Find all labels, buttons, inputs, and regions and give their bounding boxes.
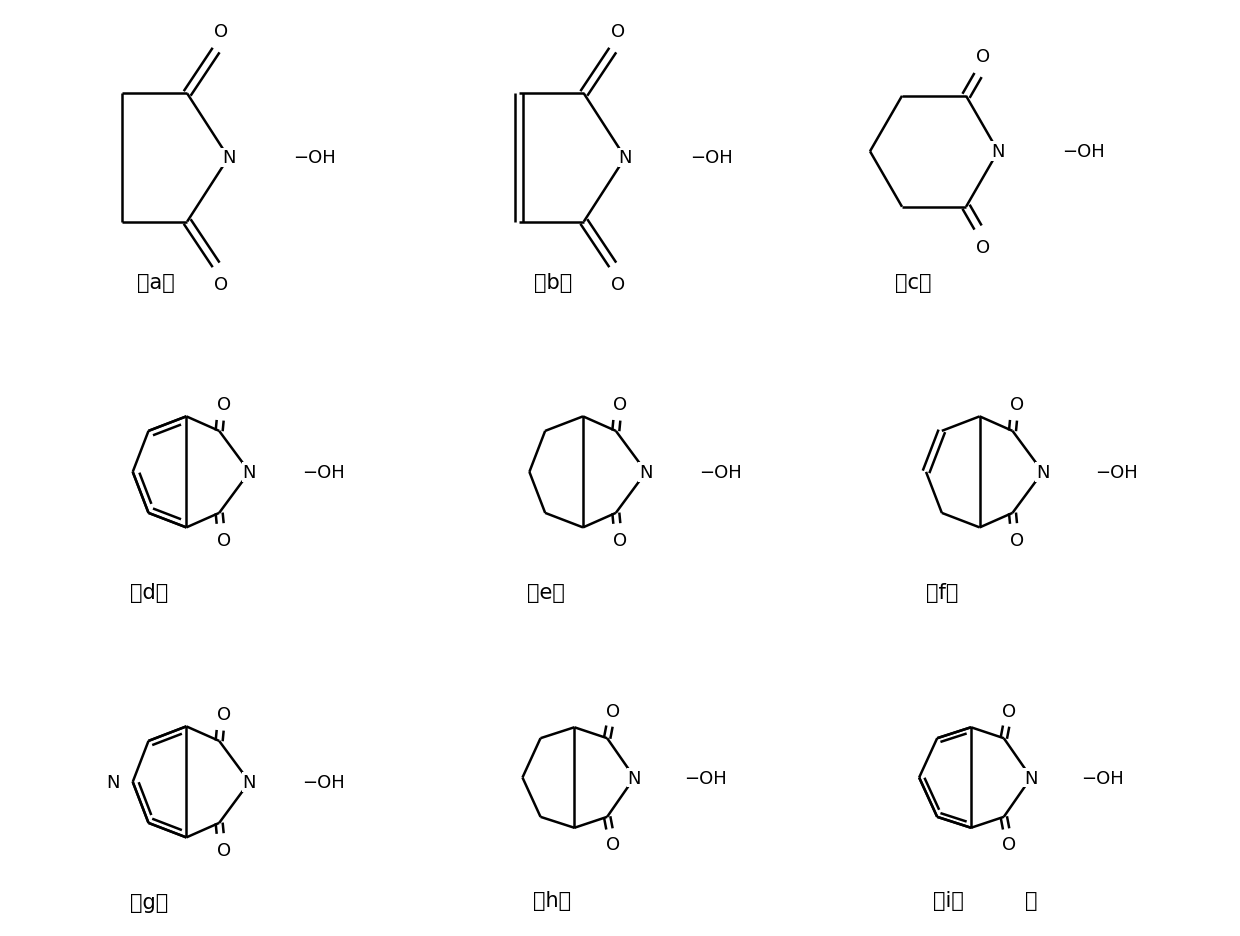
Text: −OH: −OH (294, 150, 336, 168)
Text: （b）: （b） (533, 272, 572, 292)
Text: （i）: （i） (932, 890, 963, 910)
Text: （d）: （d） (130, 582, 167, 602)
Text: N: N (243, 463, 257, 481)
Text: （c）: （c） (895, 272, 931, 292)
Text: O: O (605, 702, 620, 720)
Text: −OH: −OH (698, 463, 742, 481)
Text: O: O (611, 276, 625, 294)
Text: O: O (976, 239, 991, 256)
Text: O: O (1009, 396, 1024, 414)
Text: −OH: −OH (1095, 463, 1138, 481)
Text: N: N (222, 150, 236, 168)
Text: O: O (976, 48, 991, 66)
Text: O: O (614, 396, 627, 414)
Text: O: O (1002, 836, 1017, 854)
Text: （e）: （e） (527, 582, 564, 602)
Text: O: O (614, 531, 627, 548)
Text: O: O (605, 836, 620, 854)
Text: O: O (217, 396, 231, 414)
Text: N: N (107, 773, 119, 791)
Text: −OH: −OH (303, 463, 345, 481)
Text: O: O (611, 22, 625, 40)
Text: N: N (991, 143, 1004, 161)
Text: N: N (1024, 768, 1038, 786)
Text: O: O (215, 22, 228, 40)
Text: （a）: （a） (138, 272, 175, 292)
Text: −OH: −OH (1063, 143, 1105, 161)
Text: −OH: −OH (303, 773, 345, 791)
Text: N: N (627, 768, 641, 786)
Text: （f）: （f） (926, 582, 959, 602)
Text: （g）: （g） (130, 892, 167, 912)
Text: N: N (1037, 463, 1049, 481)
Text: O: O (215, 276, 228, 294)
Text: 。: 。 (1024, 890, 1037, 910)
Text: （h）: （h） (533, 890, 570, 910)
Text: N: N (640, 463, 653, 481)
Text: N: N (619, 150, 632, 168)
Text: O: O (1002, 702, 1017, 720)
Text: −OH: −OH (1081, 768, 1123, 786)
Text: −OH: −OH (684, 768, 727, 786)
Text: −OH: −OH (691, 150, 733, 168)
Text: O: O (217, 706, 231, 724)
Text: N: N (243, 773, 257, 791)
Text: O: O (1009, 531, 1024, 548)
Text: O: O (217, 531, 231, 548)
Text: O: O (217, 841, 231, 858)
